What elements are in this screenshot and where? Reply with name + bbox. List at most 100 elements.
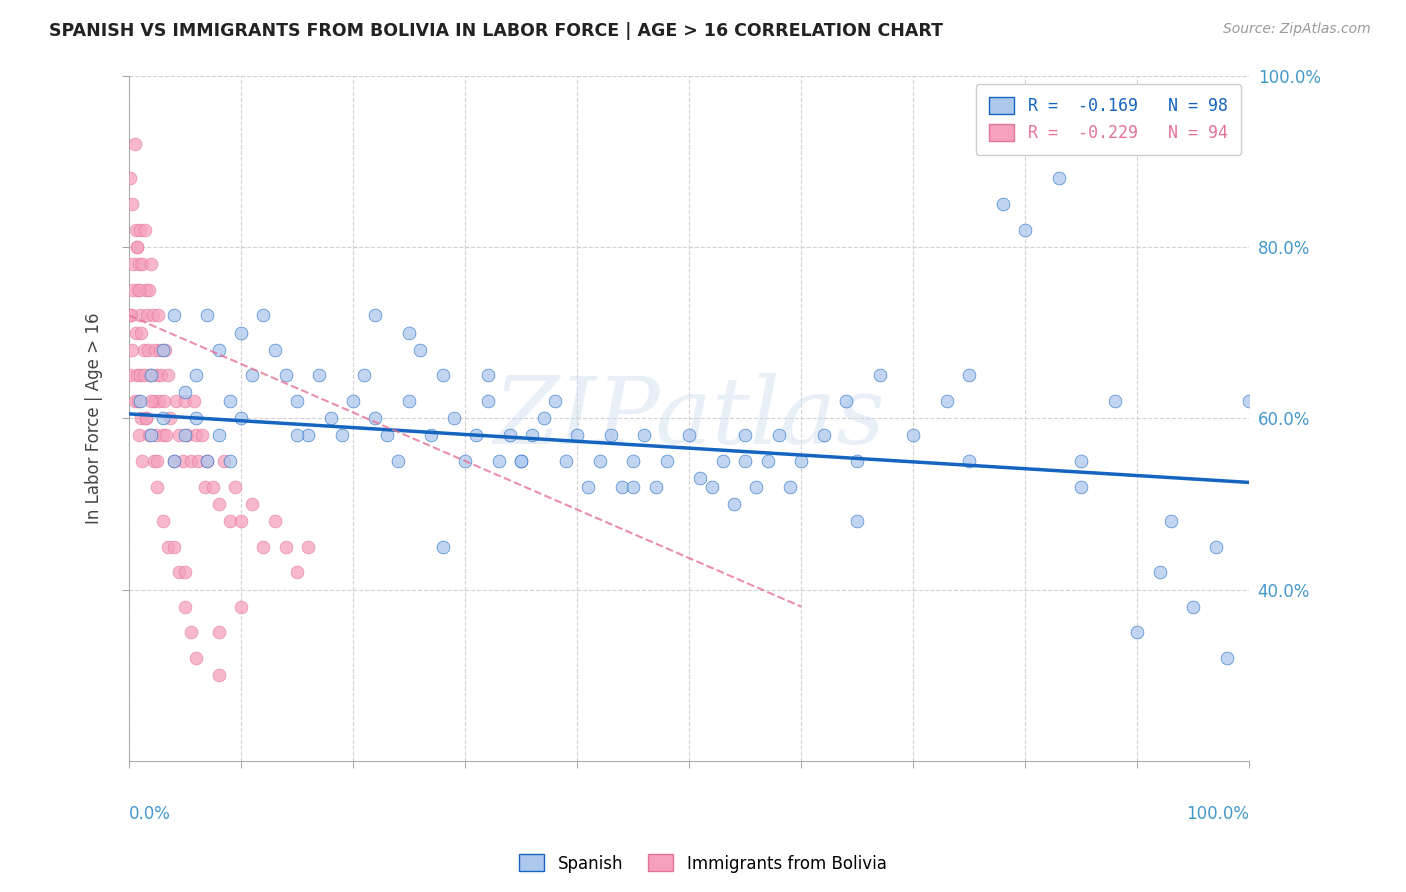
Point	[128, 283, 150, 297]
Point	[734, 428, 756, 442]
Point	[510, 454, 533, 468]
Point	[146, 309, 169, 323]
Point	[129, 394, 152, 409]
Point	[297, 540, 319, 554]
Point	[135, 283, 157, 297]
Point	[723, 497, 745, 511]
Point	[145, 428, 167, 442]
Point	[129, 223, 152, 237]
Point	[477, 394, 499, 409]
Y-axis label: In Labor Force | Age > 16: In Labor Force | Age > 16	[86, 312, 103, 524]
Point	[1205, 540, 1227, 554]
Point	[499, 428, 522, 442]
Point	[172, 454, 194, 468]
Point	[197, 454, 219, 468]
Point	[903, 428, 925, 442]
Point	[398, 326, 420, 340]
Point	[142, 394, 165, 409]
Point	[655, 454, 678, 468]
Point	[125, 326, 148, 340]
Point	[174, 566, 197, 580]
Point	[342, 394, 364, 409]
Point	[240, 368, 263, 383]
Point	[364, 411, 387, 425]
Point	[621, 480, 644, 494]
Point	[122, 257, 145, 271]
Point	[1070, 480, 1092, 494]
Point	[135, 411, 157, 425]
Legend: Spanish, Immigrants from Bolivia: Spanish, Immigrants from Bolivia	[513, 847, 893, 880]
Point	[131, 326, 153, 340]
Point	[141, 368, 163, 383]
Point	[176, 428, 198, 442]
Point	[207, 497, 229, 511]
Point	[207, 343, 229, 357]
Point	[165, 394, 187, 409]
Point	[576, 480, 599, 494]
Point	[186, 368, 208, 383]
Point	[846, 514, 869, 528]
Point	[711, 454, 734, 468]
Point	[477, 368, 499, 383]
Point	[128, 257, 150, 271]
Point	[135, 309, 157, 323]
Point	[533, 411, 555, 425]
Point	[846, 454, 869, 468]
Point	[274, 368, 297, 383]
Point	[522, 428, 544, 442]
Point	[141, 394, 163, 409]
Point	[149, 343, 172, 357]
Point	[1047, 171, 1070, 186]
Point	[454, 454, 477, 468]
Point	[443, 411, 465, 425]
Point	[621, 454, 644, 468]
Point	[127, 283, 149, 297]
Point	[152, 343, 174, 357]
Point	[734, 454, 756, 468]
Point	[510, 454, 533, 468]
Point	[194, 480, 217, 494]
Point	[229, 514, 252, 528]
Point	[163, 309, 186, 323]
Point	[330, 428, 353, 442]
Point	[135, 411, 157, 425]
Point	[125, 240, 148, 254]
Point	[159, 411, 181, 425]
Point	[991, 197, 1014, 211]
Legend: R =  -0.169   N = 98, R =  -0.229   N = 94: R = -0.169 N = 98, R = -0.229 N = 94	[976, 84, 1241, 155]
Point	[957, 368, 980, 383]
Point	[240, 497, 263, 511]
Point	[588, 454, 610, 468]
Point	[835, 394, 858, 409]
Text: Source: ZipAtlas.com: Source: ZipAtlas.com	[1223, 22, 1371, 37]
Point	[1070, 454, 1092, 468]
Point	[1239, 394, 1261, 409]
Point	[544, 394, 567, 409]
Point	[146, 480, 169, 494]
Point	[146, 454, 169, 468]
Point	[263, 514, 285, 528]
Point	[432, 540, 454, 554]
Point	[224, 480, 246, 494]
Point	[138, 283, 160, 297]
Point	[150, 368, 173, 383]
Point	[186, 411, 208, 425]
Point	[169, 566, 191, 580]
Point	[218, 514, 240, 528]
Point	[152, 394, 174, 409]
Point	[252, 540, 274, 554]
Point	[180, 454, 202, 468]
Point	[174, 428, 197, 442]
Point	[1182, 599, 1205, 614]
Point	[141, 428, 163, 442]
Point	[869, 368, 891, 383]
Point	[157, 368, 180, 383]
Point	[132, 368, 155, 383]
Point	[218, 394, 240, 409]
Point	[756, 454, 779, 468]
Point	[197, 454, 219, 468]
Point	[174, 599, 197, 614]
Point	[207, 625, 229, 640]
Point	[152, 428, 174, 442]
Point	[229, 599, 252, 614]
